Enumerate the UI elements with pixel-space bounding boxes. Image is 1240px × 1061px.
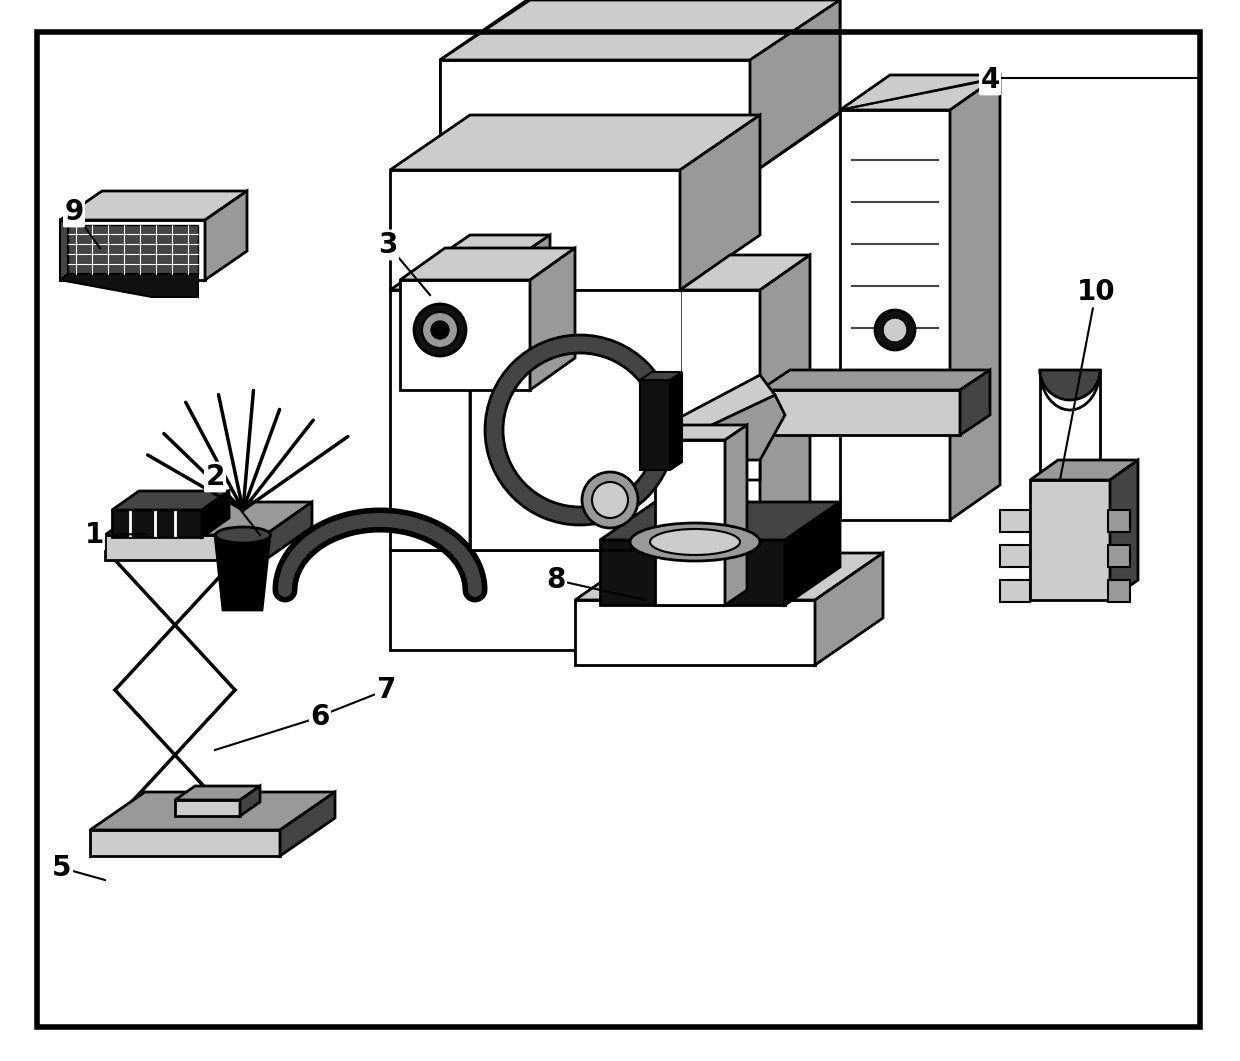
Polygon shape <box>999 510 1030 532</box>
Text: 9: 9 <box>64 198 83 226</box>
Polygon shape <box>1030 480 1110 601</box>
Polygon shape <box>215 535 270 610</box>
Polygon shape <box>470 234 551 550</box>
Circle shape <box>883 318 906 342</box>
Polygon shape <box>105 502 312 535</box>
Text: 5: 5 <box>52 854 72 882</box>
Polygon shape <box>1109 580 1130 602</box>
Polygon shape <box>391 234 551 290</box>
Circle shape <box>422 312 458 348</box>
Polygon shape <box>600 502 839 540</box>
Polygon shape <box>60 220 68 280</box>
Polygon shape <box>680 115 760 290</box>
Polygon shape <box>280 792 335 856</box>
Text: 2: 2 <box>206 463 224 491</box>
Text: 6: 6 <box>310 703 330 731</box>
Circle shape <box>503 353 657 507</box>
Polygon shape <box>470 290 680 550</box>
Polygon shape <box>999 545 1030 567</box>
Polygon shape <box>999 580 1030 602</box>
Polygon shape <box>1030 460 1138 480</box>
Polygon shape <box>91 830 280 856</box>
Polygon shape <box>1109 510 1130 532</box>
Polygon shape <box>175 800 241 816</box>
Circle shape <box>582 472 639 528</box>
Polygon shape <box>750 0 839 175</box>
Polygon shape <box>68 225 198 274</box>
Polygon shape <box>391 170 680 290</box>
Polygon shape <box>1040 370 1100 480</box>
Polygon shape <box>60 274 198 297</box>
Polygon shape <box>815 553 883 665</box>
Polygon shape <box>655 440 725 605</box>
Polygon shape <box>529 248 575 390</box>
Polygon shape <box>391 290 470 550</box>
Polygon shape <box>785 502 839 605</box>
Polygon shape <box>750 0 839 175</box>
Polygon shape <box>760 370 990 390</box>
Text: 4: 4 <box>981 66 999 94</box>
Polygon shape <box>202 491 229 537</box>
Polygon shape <box>575 601 815 665</box>
Polygon shape <box>680 395 785 460</box>
Text: 10: 10 <box>1076 278 1115 306</box>
Polygon shape <box>839 75 999 110</box>
Polygon shape <box>670 372 682 470</box>
Polygon shape <box>680 495 760 650</box>
Polygon shape <box>401 248 575 280</box>
Text: 1: 1 <box>84 521 104 549</box>
Circle shape <box>875 310 915 350</box>
Ellipse shape <box>630 523 760 561</box>
Polygon shape <box>680 255 810 290</box>
Polygon shape <box>105 535 265 560</box>
Polygon shape <box>600 540 785 605</box>
Polygon shape <box>440 60 750 175</box>
Polygon shape <box>391 115 760 170</box>
Polygon shape <box>960 370 990 435</box>
Polygon shape <box>725 425 746 605</box>
Polygon shape <box>241 786 260 816</box>
Text: 3: 3 <box>378 231 398 259</box>
Polygon shape <box>205 191 247 280</box>
Polygon shape <box>680 390 760 480</box>
Circle shape <box>432 321 449 340</box>
Circle shape <box>414 305 466 356</box>
Polygon shape <box>112 510 202 537</box>
Wedge shape <box>1040 370 1100 400</box>
Polygon shape <box>440 0 839 60</box>
Polygon shape <box>575 553 883 601</box>
Text: 8: 8 <box>547 566 565 594</box>
Text: 7: 7 <box>376 676 396 705</box>
Polygon shape <box>112 491 229 510</box>
Ellipse shape <box>216 527 270 543</box>
Polygon shape <box>401 280 529 390</box>
Polygon shape <box>60 191 247 220</box>
Polygon shape <box>440 0 839 60</box>
Polygon shape <box>175 786 260 800</box>
Polygon shape <box>675 375 775 440</box>
Polygon shape <box>1109 545 1130 567</box>
Ellipse shape <box>650 529 740 555</box>
Circle shape <box>591 482 627 518</box>
Polygon shape <box>760 390 960 435</box>
Polygon shape <box>950 75 999 520</box>
Polygon shape <box>265 502 312 560</box>
Polygon shape <box>680 290 760 550</box>
Polygon shape <box>1110 460 1138 601</box>
Polygon shape <box>391 550 680 650</box>
Polygon shape <box>440 60 750 175</box>
Polygon shape <box>91 792 335 830</box>
Polygon shape <box>655 425 746 440</box>
Polygon shape <box>640 380 670 470</box>
Polygon shape <box>391 495 760 550</box>
Polygon shape <box>640 372 682 380</box>
Polygon shape <box>60 220 205 280</box>
Polygon shape <box>839 110 950 520</box>
Polygon shape <box>760 255 810 550</box>
